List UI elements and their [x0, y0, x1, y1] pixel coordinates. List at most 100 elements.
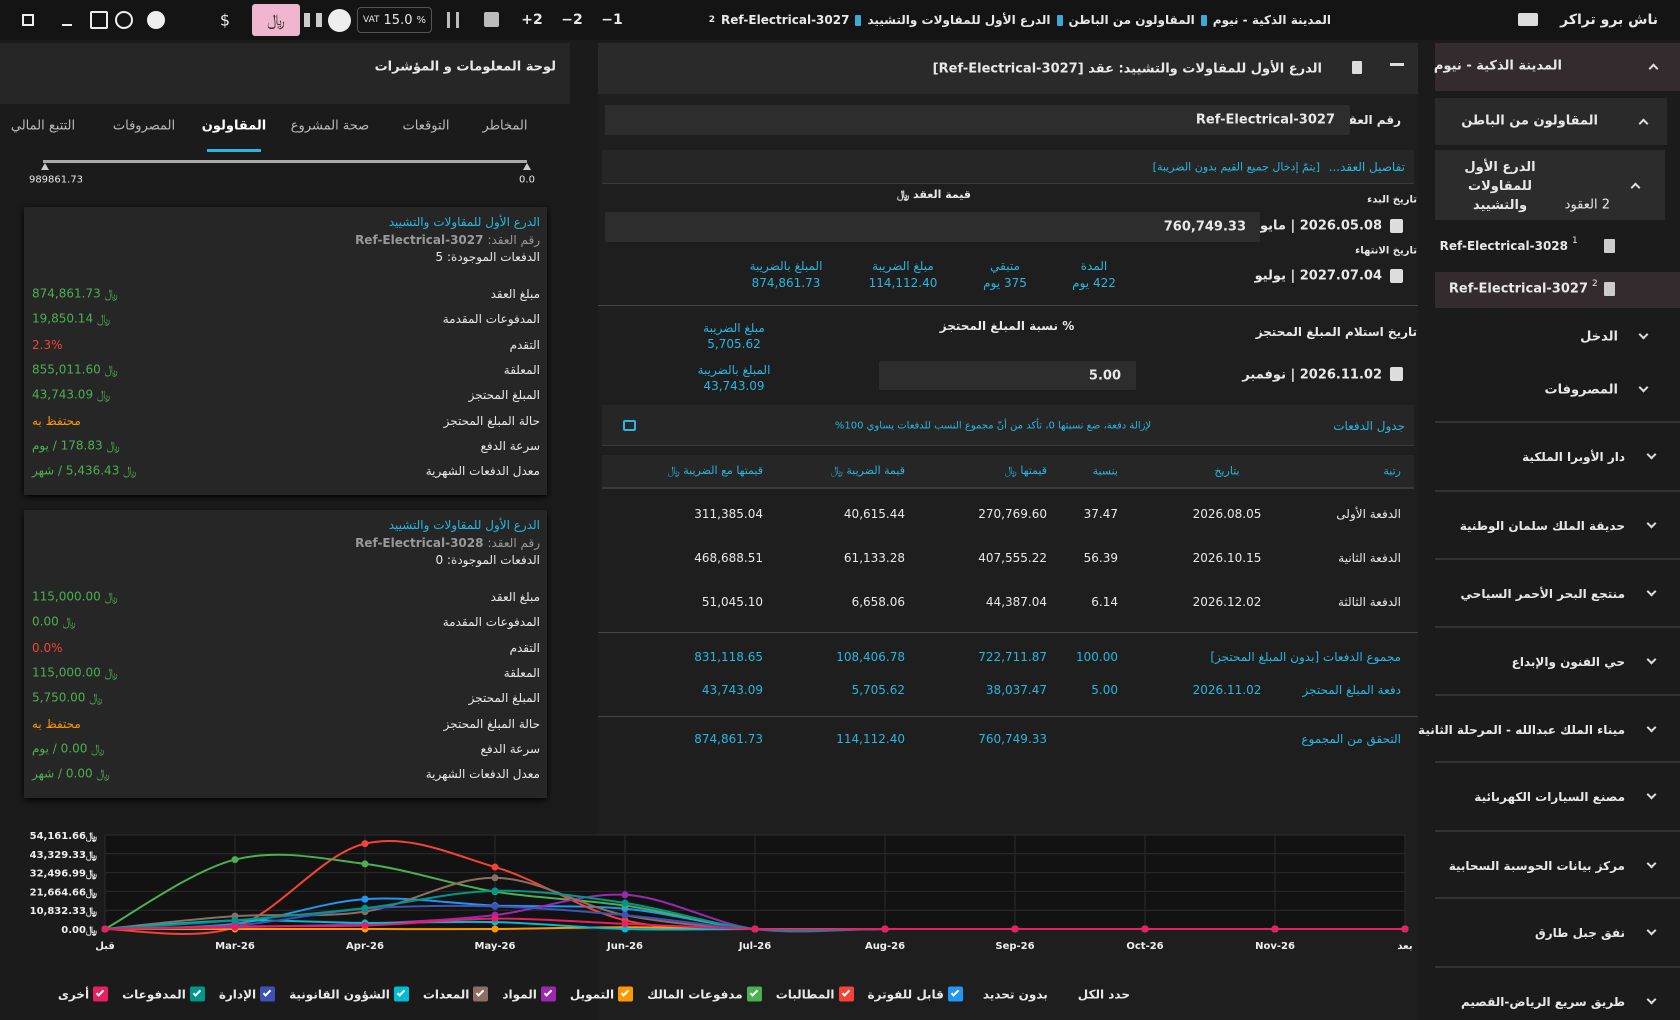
- table-cell[interactable]: الدفعة الأولى: [1336, 507, 1401, 521]
- select-none[interactable]: بدون تحديد: [982, 987, 1048, 1001]
- summary-cell[interactable]: 5,705.62: [851, 683, 905, 697]
- legend-item[interactable]: المواد: [502, 986, 556, 1002]
- legend-item[interactable]: الشؤون القانونية: [289, 986, 409, 1002]
- sidebar-project-item[interactable]: منتجع البحر الأحمر السياحي: [1460, 587, 1625, 601]
- chevron[interactable]: [1646, 925, 1657, 936]
- step-button[interactable]: −2: [561, 12, 583, 28]
- summary-cell[interactable]: مجموع الدفعات [بدون المبلغ المحتجز]: [1210, 650, 1401, 664]
- window-icon[interactable]: [22, 14, 34, 26]
- minimize-icon[interactable]: [62, 24, 72, 26]
- grid-icon[interactable]: [484, 12, 499, 27]
- legend-checkbox[interactable]: [93, 986, 109, 1002]
- table-cell[interactable]: 407,555.22: [978, 551, 1047, 565]
- legend-label[interactable]: التمويل: [569, 987, 615, 1001]
- chevron[interactable]: [1646, 789, 1657, 800]
- breadcrumb-item[interactable]: الدرع الأول للمقاولات والتشييد: [867, 13, 1051, 27]
- column-header[interactable]: بتاريخ: [1214, 464, 1240, 478]
- sidebar-group[interactable]: المصروفات: [1544, 382, 1619, 398]
- legend-label[interactable]: المواد: [502, 987, 537, 1001]
- legend-checkbox[interactable]: [473, 986, 489, 1002]
- legend-label[interactable]: المطالبات: [775, 987, 835, 1001]
- number-input[interactable]: [605, 105, 1350, 135]
- table-cell[interactable]: 2026.10.15: [1192, 551, 1262, 565]
- retention-date[interactable]: 2026.11.02 | نوفمبر: [1242, 367, 1382, 383]
- sidebar-section[interactable]: [1435, 98, 1667, 145]
- tab[interactable]: صحة المشروع: [290, 118, 370, 134]
- legend-checkbox[interactable]: [393, 986, 409, 1002]
- summary-cell[interactable]: دفعة المبلغ المحتجز: [1302, 683, 1401, 697]
- column-header[interactable]: رتبة: [1383, 464, 1401, 478]
- column-header[interactable]: بنسبة: [1092, 464, 1118, 478]
- legend-label[interactable]: مدفوعات المالك: [647, 987, 743, 1001]
- summary-cell[interactable]: 2026.11.02: [1192, 683, 1262, 697]
- legend-label[interactable]: المدفوعات: [122, 987, 186, 1001]
- column-header[interactable]: قيمتها مع الضريبة ﷼: [667, 464, 763, 477]
- table-cell[interactable]: 270,769.60: [978, 507, 1047, 521]
- chevron[interactable]: [1646, 858, 1657, 869]
- sidebar-contractor[interactable]: [1435, 150, 1665, 220]
- table-cell[interactable]: 51,045.10: [701, 595, 763, 609]
- sidebar-project[interactable]: [1435, 43, 1680, 91]
- column-header[interactable]: قيمة الضريبة ﷼: [830, 464, 905, 477]
- vat-box[interactable]: VAT 15.0%: [357, 7, 432, 33]
- retention-pct[interactable]: 5.00: [1088, 368, 1121, 384]
- legend-checkbox[interactable]: [189, 986, 205, 1002]
- sar-button[interactable]: [252, 4, 300, 36]
- slider-handle[interactable]: [41, 163, 49, 170]
- sidebar-project-item[interactable]: طريق سريع الرياض-القصيم: [1460, 995, 1625, 1009]
- chevron[interactable]: [1638, 382, 1649, 393]
- sidebar-section-name[interactable]: المقاولون من الباطن: [1461, 113, 1598, 129]
- chevron[interactable]: [1646, 449, 1657, 460]
- legend-checkbox[interactable]: [746, 986, 762, 1002]
- details-link[interactable]: تفاصيل العقد...: [1328, 160, 1405, 174]
- calendar-icon[interactable]: [1390, 219, 1403, 233]
- sidebar-project-item[interactable]: نفق جبل طارق: [1534, 926, 1625, 940]
- legend-checkbox[interactable]: [838, 986, 854, 1002]
- summary-cell[interactable]: التحقق من المجموع: [1301, 732, 1401, 746]
- chevron[interactable]: [1646, 994, 1657, 1005]
- breadcrumb-item[interactable]: المقاولون من الباطن: [1068, 13, 1195, 27]
- app-name[interactable]: ناش برو تراكر: [1560, 12, 1658, 28]
- tab[interactable]: التتبع المالي: [10, 118, 76, 134]
- start-date[interactable]: 2026.05.08 | مايو: [1259, 218, 1382, 234]
- table-cell[interactable]: 311,385.04: [694, 507, 763, 521]
- summary-cell[interactable]: 722,711.87: [978, 650, 1047, 664]
- card-title[interactable]: الدرع الأول للمقاولات والتشييد: [388, 518, 540, 532]
- calendar-icon[interactable]: [1390, 269, 1403, 283]
- sidebar-project-item[interactable]: ميناء الملك عبدالله - المرحلة الثانية: [1418, 723, 1625, 737]
- legend-label[interactable]: قابل للفوترة: [867, 987, 944, 1001]
- chevron[interactable]: [1638, 329, 1649, 340]
- summary-cell[interactable]: 108,406.78: [836, 650, 905, 664]
- table-cell[interactable]: الدفعة الثالثة: [1337, 595, 1401, 609]
- chevron[interactable]: [1646, 518, 1657, 529]
- legend-label[interactable]: المعدات: [422, 987, 470, 1001]
- table-cell[interactable]: 40,615.44: [843, 507, 905, 521]
- legend-item[interactable]: المدفوعات: [122, 986, 205, 1002]
- sidebar-project-item[interactable]: حديقة الملك سلمان الوطنية: [1459, 519, 1625, 533]
- value-input[interactable]: [605, 212, 1260, 242]
- sidebar-project-item[interactable]: دار الأوبرا الملكية: [1522, 450, 1625, 464]
- usd-symbol[interactable]: $: [219, 10, 231, 30]
- table-cell[interactable]: 468,688.51: [694, 551, 763, 565]
- legend-item[interactable]: أخرى: [58, 986, 109, 1002]
- tab[interactable]: المقاولون: [201, 118, 267, 134]
- summary-cell[interactable]: 760,749.33: [978, 732, 1047, 746]
- table-cell[interactable]: 61,133.28: [843, 551, 905, 565]
- summary-cell[interactable]: 114,112.40: [836, 732, 905, 746]
- chevron[interactable]: [1646, 654, 1657, 665]
- select-all[interactable]: حدد الكل: [1077, 987, 1130, 1001]
- table-cell[interactable]: 44,387.04: [985, 595, 1047, 609]
- theme-icon[interactable]: [147, 11, 165, 29]
- legend-item[interactable]: التمويل: [569, 986, 634, 1002]
- table-cell[interactable]: 2026.12.02: [1192, 595, 1262, 609]
- slider-handle[interactable]: [523, 163, 531, 170]
- summary-cell[interactable]: 100.00: [1076, 650, 1118, 664]
- legend-label[interactable]: الشؤون القانونية: [289, 987, 390, 1001]
- table-cell[interactable]: 2026.08.05: [1192, 507, 1262, 521]
- pct-input[interactable]: [879, 361, 1136, 390]
- column-header[interactable]: قيمتها ﷼: [1004, 464, 1047, 477]
- contract-value[interactable]: 760,749.33: [1163, 219, 1246, 235]
- align-icon[interactable]: [447, 12, 459, 28]
- delete-icon[interactable]: [1352, 61, 1362, 74]
- legend-checkbox[interactable]: [947, 986, 963, 1002]
